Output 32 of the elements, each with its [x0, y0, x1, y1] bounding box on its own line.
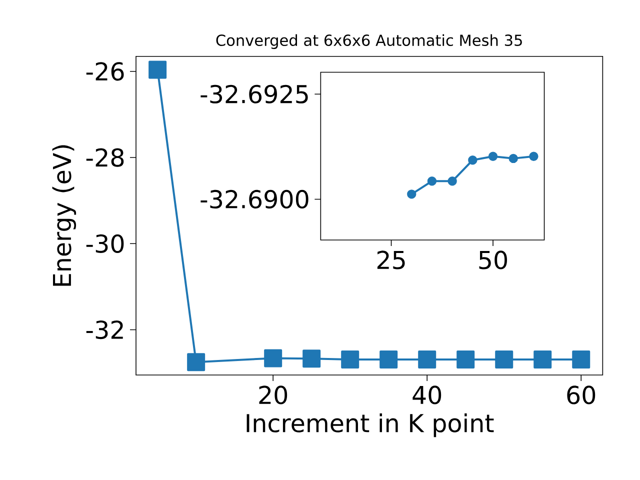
- point: [148, 60, 167, 79]
- y-tick-label: -32.6925: [200, 84, 308, 104]
- chart-title: Converged at 6x6x6 Automatic Mesh 35: [216, 34, 522, 49]
- point: [264, 349, 282, 368]
- x-tick-label: 50: [479, 250, 507, 270]
- x-axis-title: Increment in K point: [246, 413, 494, 438]
- y-tick-label: -32.6900: [200, 190, 308, 209]
- y-tick-label: -32: [86, 320, 123, 340]
- point: [427, 176, 437, 186]
- point: [380, 350, 398, 368]
- y-axis-title: Energy (eV): [52, 145, 76, 286]
- x-tick-label: 40: [412, 386, 442, 404]
- y-tick-label: -26: [86, 62, 124, 81]
- point: [407, 190, 416, 199]
- point: [495, 350, 514, 368]
- point: [456, 350, 475, 368]
- y-tick-label: -28: [86, 148, 124, 167]
- x-tick-label: 60: [567, 386, 596, 404]
- point: [302, 350, 321, 368]
- point: [418, 350, 436, 368]
- point: [448, 176, 457, 186]
- point: [534, 350, 552, 368]
- y-tick-label: -30: [86, 234, 124, 253]
- x-tick-label: 25: [377, 250, 405, 270]
- point: [488, 152, 498, 161]
- x-tick-label: 20: [259, 386, 288, 404]
- point: [187, 353, 206, 372]
- point: [341, 350, 360, 368]
- point: [468, 156, 478, 165]
- point: [529, 152, 538, 161]
- point: [572, 350, 590, 368]
- point: [508, 154, 518, 164]
